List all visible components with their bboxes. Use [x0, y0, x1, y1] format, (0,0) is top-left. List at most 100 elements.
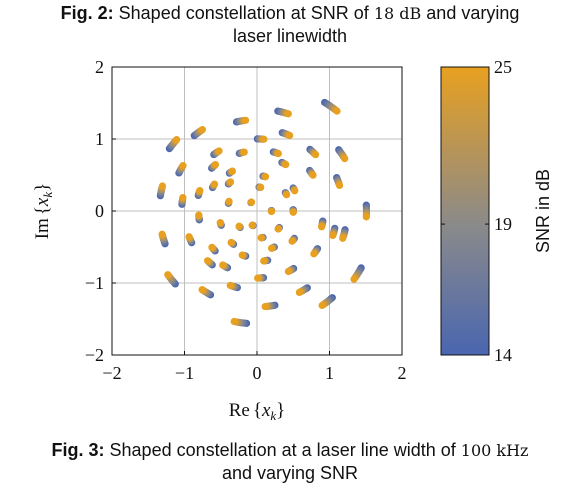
point-sample — [257, 183, 265, 191]
point-sample — [164, 271, 172, 279]
fig2-prefix: Fig. 2: — [60, 3, 114, 23]
constellation-point — [164, 271, 179, 288]
point-sample — [284, 110, 292, 118]
point-sample — [196, 186, 204, 195]
constellation-point — [158, 230, 169, 248]
point-sample — [284, 267, 293, 276]
point-sample — [227, 238, 235, 247]
point-sample — [311, 151, 320, 159]
constellation-point — [295, 284, 311, 297]
fig2-value: 18 dB — [373, 4, 422, 23]
point-sample — [333, 107, 341, 115]
figure-3-caption: Fig. 3: Shaped constellation at a laser … — [0, 439, 580, 484]
constellation-point — [165, 136, 181, 153]
x-tick-label: 1 — [325, 363, 334, 383]
constellation-point — [318, 294, 336, 310]
colorbar-tick-label: 14 — [494, 345, 512, 365]
constellation-point — [227, 238, 238, 248]
point-sample — [179, 162, 187, 170]
constellation-point — [219, 261, 232, 272]
constellation-point — [194, 186, 204, 200]
constellation-point — [224, 178, 235, 188]
constellation-point — [274, 223, 283, 233]
constellation-point — [235, 222, 244, 231]
grid-lines — [112, 67, 402, 355]
constellation-point — [310, 245, 322, 258]
point-sample — [335, 181, 344, 190]
constellation-point — [260, 256, 272, 265]
constellation-point — [178, 193, 187, 208]
point-sample — [282, 161, 290, 169]
fig3-prefix: Fig. 3: — [51, 440, 105, 460]
x-tick-label: 2 — [398, 363, 407, 383]
point-sample — [235, 222, 243, 230]
constellation-point — [185, 233, 196, 247]
point-sample — [247, 198, 256, 206]
point-sample — [261, 173, 270, 181]
colorbar-tick-label: 19 — [494, 214, 512, 234]
x-tick-label: −1 — [175, 363, 194, 383]
constellation-point — [261, 301, 279, 311]
point-sample — [226, 178, 235, 186]
x-axis-label: Re {xk} — [229, 400, 286, 423]
point-sample — [210, 180, 219, 188]
constellation-point — [232, 116, 250, 126]
constellation-point — [195, 211, 203, 224]
point-sample — [241, 116, 250, 124]
constellation-point — [278, 158, 290, 169]
point-sample — [362, 213, 370, 221]
x-tick-label: −2 — [102, 363, 121, 383]
constellation-point — [267, 206, 276, 216]
point-sample — [216, 219, 224, 227]
point-sample — [289, 208, 297, 216]
point-sample — [195, 211, 203, 219]
point-sample — [341, 155, 349, 163]
point-sample — [208, 243, 216, 251]
constellation-point — [321, 98, 341, 115]
y-tick-label: −2 — [85, 345, 104, 365]
constellation-point — [289, 184, 299, 195]
constellation-points — [156, 98, 371, 327]
point-sample — [248, 221, 256, 229]
fig2-text-a: Shaped constellation at SNR of — [118, 3, 369, 23]
point-sample — [282, 191, 291, 199]
point-sample — [318, 223, 326, 231]
constellation-point — [255, 183, 265, 191]
constellation-point — [267, 243, 278, 252]
colorbar-tick-label: 25 — [494, 57, 512, 77]
point-sample — [274, 225, 282, 233]
point-sample — [350, 275, 358, 283]
constellation-point — [247, 198, 256, 207]
constellation-point — [306, 166, 317, 179]
constellation-point — [156, 182, 167, 200]
constellation-point — [208, 243, 219, 255]
y-tick-label: −1 — [85, 273, 104, 293]
constellation-point — [235, 148, 248, 157]
constellation-point — [198, 286, 215, 299]
point-sample — [238, 251, 246, 259]
point-sample — [158, 230, 166, 238]
point-sample — [291, 187, 299, 195]
fig3-value: 100 kHz — [460, 441, 529, 460]
y-tick-label: 1 — [95, 129, 104, 149]
fig3-line2: and varying SNR — [221, 463, 359, 483]
point-sample — [173, 136, 181, 144]
constellation-point — [226, 281, 241, 292]
point-sample — [274, 149, 282, 158]
constellation-point — [333, 174, 344, 190]
point-sample — [310, 250, 318, 258]
constellation-point — [274, 107, 292, 118]
point-sample — [215, 147, 223, 155]
point-sample — [329, 231, 337, 240]
fig2-text-b: and varying — [426, 3, 520, 23]
constellation-point — [329, 224, 339, 240]
colorbar — [440, 66, 490, 356]
constellation-point — [230, 317, 251, 327]
constellation-point — [350, 264, 365, 283]
point-sample — [228, 167, 237, 175]
point-sample — [198, 126, 207, 134]
constellation-point — [259, 172, 270, 181]
constellation-point — [306, 145, 320, 159]
point-sample — [267, 244, 276, 252]
